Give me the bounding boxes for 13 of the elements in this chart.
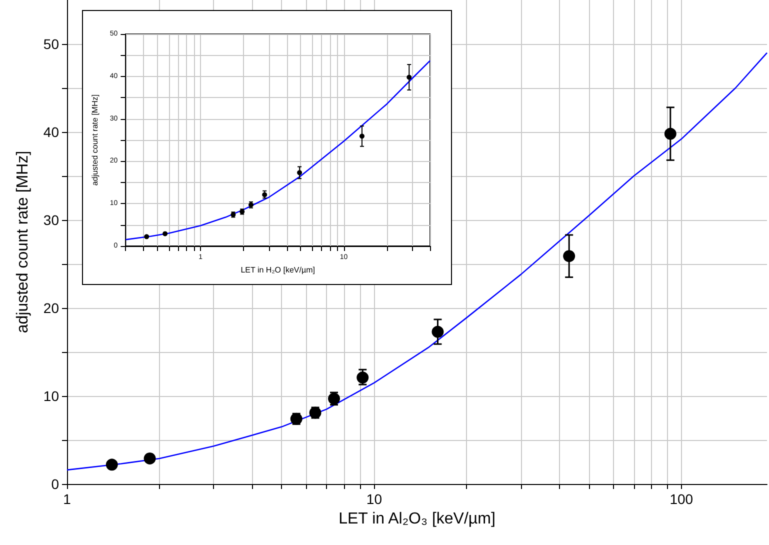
y-tick-label: 50 bbox=[43, 36, 60, 52]
x-axis-title: LET in Al₂O₃ [keV/µm] bbox=[338, 510, 496, 528]
x-tick-label: 100 bbox=[670, 491, 694, 507]
y-axis-title: adjusted count rate [MHz] bbox=[14, 150, 32, 334]
y-tick-label: 0 bbox=[51, 476, 60, 492]
y-tick-label: 30 bbox=[43, 212, 60, 228]
y-tick-label: 10 bbox=[43, 388, 60, 404]
x-tick-label: 10 bbox=[366, 491, 382, 507]
y-tick-label: 40 bbox=[43, 124, 60, 140]
y-tick-label: 20 bbox=[43, 300, 60, 316]
y-axis-title: adjusted count rate [MHz] bbox=[90, 94, 100, 186]
x-axis-title: LET in H₂O [keV/µm] bbox=[240, 265, 315, 274]
x-tick-label: 1 bbox=[63, 491, 72, 507]
